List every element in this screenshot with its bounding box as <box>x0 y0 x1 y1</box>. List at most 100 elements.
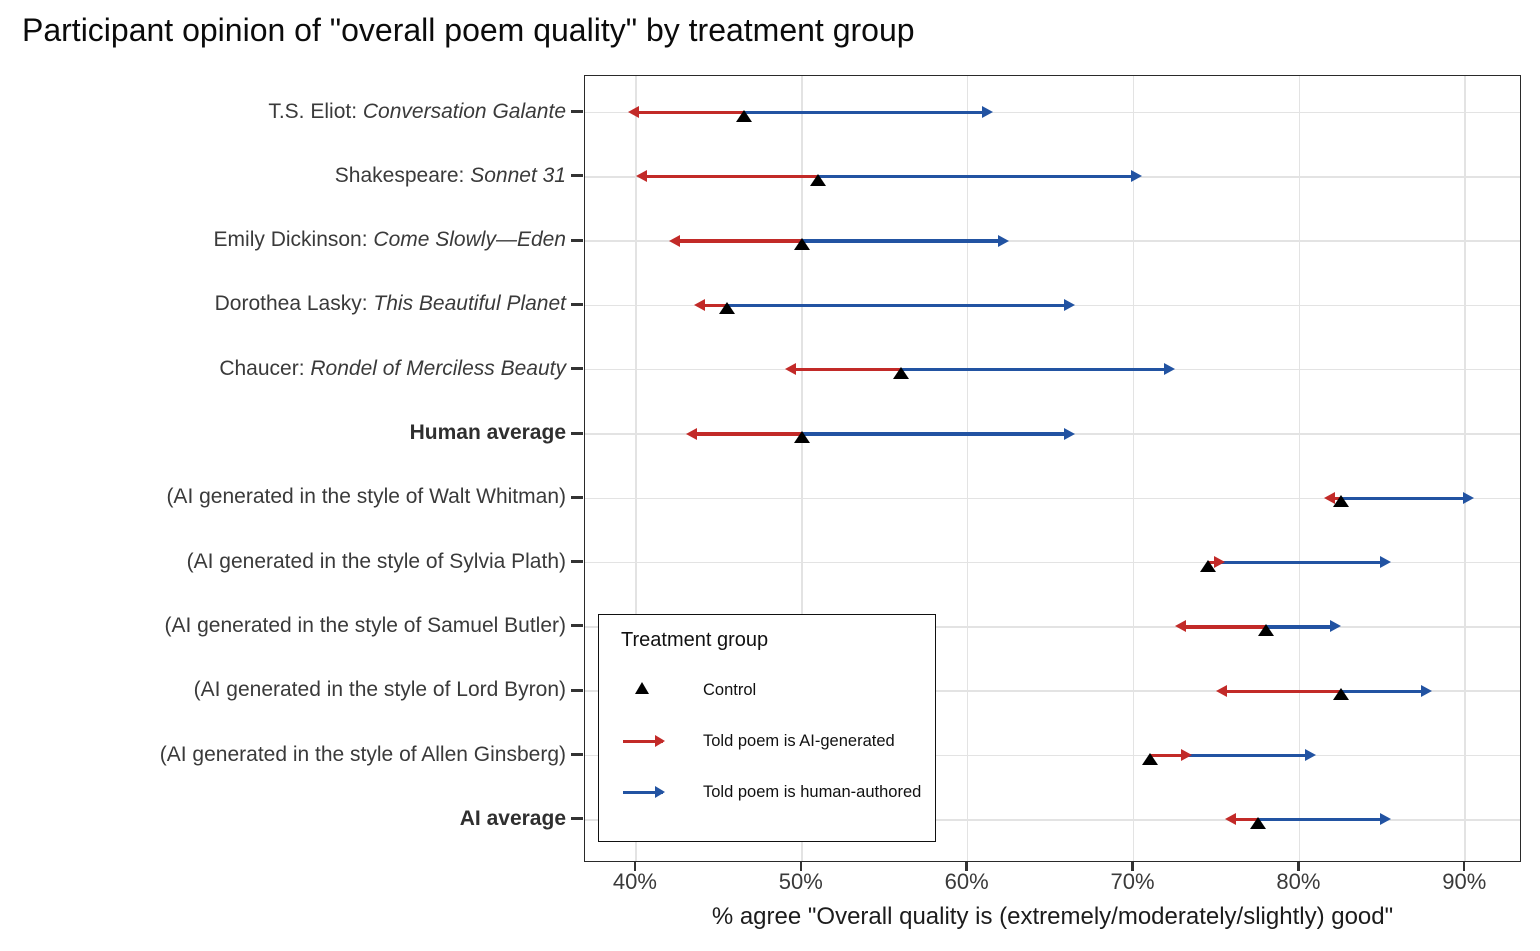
control-marker <box>719 302 736 315</box>
ai-arrow-line <box>1232 818 1258 822</box>
human-arrow-line <box>1150 753 1308 758</box>
y-tick-6 <box>571 495 583 499</box>
y-tick-3 <box>571 302 583 306</box>
control-marker <box>1142 752 1159 765</box>
legend-item-control: Control <box>621 679 935 701</box>
human-arrow-line <box>1266 625 1333 629</box>
gridline-x-80 <box>1298 76 1301 861</box>
ai-arrow-line <box>1150 753 1184 758</box>
legend-item-told-ai: Told poem is AI-generated <box>621 730 935 752</box>
ai-arrow-line <box>677 239 802 243</box>
legend-title: Treatment group <box>621 629 769 651</box>
x-tick-80 <box>1297 862 1300 871</box>
ai-arrow-line <box>643 175 819 179</box>
ai-arrow-head <box>635 170 647 183</box>
human-arrow-line <box>1208 560 1383 565</box>
x-tick-60 <box>965 862 968 871</box>
y-tick-10 <box>571 753 583 756</box>
ai-arrow-line <box>635 110 744 115</box>
human-arrow-line <box>743 110 985 115</box>
y-tick-2 <box>571 238 583 242</box>
y-tick-9 <box>571 688 583 692</box>
ai-arrow-head <box>693 298 705 311</box>
row-label: T.S. Eliot: Conversation Galante <box>268 99 566 123</box>
gridline-x-90 <box>1464 76 1467 861</box>
legend-item-told-human: Told poem is human-authored <box>621 781 935 803</box>
gridline-row-0 <box>585 111 1520 114</box>
x-tick-90 <box>1463 862 1466 871</box>
gridline-x-50 <box>800 76 803 861</box>
legend-label-told-human: Told poem is human-authored <box>703 782 922 801</box>
y-tick-8 <box>571 624 583 628</box>
human-arrow-line <box>727 303 1068 308</box>
legend-label-control: Control <box>703 680 757 699</box>
gridline-row-7 <box>585 561 1520 564</box>
human-arrow-line <box>901 368 1167 372</box>
chart-title: Participant opinion of "overall poem qua… <box>22 12 915 48</box>
gridline-row-11 <box>585 819 1520 821</box>
control-marker <box>1249 816 1266 829</box>
y-tick-7 <box>571 560 583 564</box>
red-arrow-icon <box>621 730 679 752</box>
human-arrow-head <box>1462 491 1474 504</box>
ai-arrow-line <box>793 368 902 372</box>
row-label: AI average <box>459 806 566 830</box>
human-arrow-line <box>818 175 1134 179</box>
blue-arrow-icon <box>621 781 679 803</box>
human-arrow-head <box>1421 684 1433 697</box>
control-marker <box>1332 688 1349 701</box>
human-arrow-head <box>981 106 993 118</box>
ai-arrow-line <box>701 303 728 308</box>
human-arrow-head <box>998 234 1010 247</box>
gridline-x-40 <box>635 76 637 861</box>
x-tick-label-40: 40% <box>612 869 657 894</box>
row-label: Shakespeare: Sonnet 31 <box>334 163 566 187</box>
y-tick-4 <box>571 367 583 371</box>
y-axis-labels: T.S. Eliot: Conversation Galante Shakespe… <box>0 75 566 862</box>
x-tick-70 <box>1131 862 1134 871</box>
human-arrow-head <box>1064 427 1076 440</box>
legend: Treatment group Control Told poem is AI-… <box>598 614 936 842</box>
row-label: Emily Dickinson: Come Slowly—Eden <box>213 228 566 252</box>
ai-arrow-head <box>1324 491 1336 504</box>
human-arrow-line <box>801 432 1068 436</box>
control-triangle-icon <box>621 679 679 701</box>
y-tick-11 <box>571 817 583 821</box>
ai-arrow-head <box>1213 556 1225 569</box>
human-arrow-head <box>1304 749 1316 761</box>
gridline-row-10 <box>585 754 1520 757</box>
gridline-row-2 <box>585 240 1520 242</box>
human-arrow-head <box>1064 298 1076 311</box>
ai-arrow-line <box>1224 689 1341 693</box>
human-arrow-line <box>1340 496 1466 500</box>
ai-arrow-head <box>1224 813 1236 826</box>
row-label: (AI generated in the style of Walt Whitm… <box>166 485 566 509</box>
human-arrow-line <box>801 239 1002 243</box>
x-tick-label-80: 80% <box>1276 869 1321 894</box>
gridline-row-6 <box>585 497 1520 500</box>
row-label: Human average <box>409 421 566 444</box>
control-marker <box>793 431 810 443</box>
legend-label-told-ai: Told poem is AI-generated <box>703 731 895 750</box>
control-marker <box>1258 623 1275 636</box>
control-marker <box>893 366 910 379</box>
ai-arrow-head <box>1216 684 1228 697</box>
x-tick-label-90: 90% <box>1442 869 1487 894</box>
ai-arrow-head <box>627 106 639 118</box>
ai-arrow-head <box>785 363 797 376</box>
x-tick-label-70: 70% <box>1110 869 1155 894</box>
x-tick-label-50: 50% <box>778 869 823 894</box>
row-label: Chaucer: Rondel of Merciless Beauty <box>219 356 566 380</box>
control-marker <box>793 238 810 251</box>
gridline-x-60 <box>966 76 969 861</box>
row-label: (AI generated in the style of Lord Byron… <box>193 678 566 702</box>
ai-arrow-head <box>1174 620 1186 633</box>
human-arrow-line <box>1257 818 1383 822</box>
gridline-row-9 <box>585 690 1520 692</box>
y-tick-0 <box>571 110 583 113</box>
human-arrow-head <box>1379 813 1391 826</box>
ai-arrow-line <box>693 432 802 436</box>
row-label: Dorothea Lasky: This Beautiful Planet <box>214 292 566 316</box>
row-label: (AI generated in the style of Allen Gins… <box>159 742 566 766</box>
